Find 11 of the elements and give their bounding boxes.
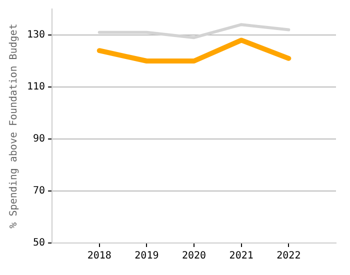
y-tick-label: 70 — [33, 186, 46, 197]
x-tick-label: 2022 — [276, 250, 301, 262]
x-tick-label: 2021 — [229, 250, 254, 262]
y-tick-label: 110 — [27, 82, 46, 93]
x-tick-label: 2019 — [134, 250, 159, 262]
y-tick-label: 130 — [27, 30, 46, 41]
y-axis-title: % Spending above Foundation Budget — [8, 24, 20, 228]
x-tick-label: 2020 — [182, 250, 206, 262]
y-tick-label: 90 — [33, 134, 46, 145]
x-tick-label: 2018 — [87, 250, 112, 262]
y-tick-label: 50 — [33, 238, 46, 249]
